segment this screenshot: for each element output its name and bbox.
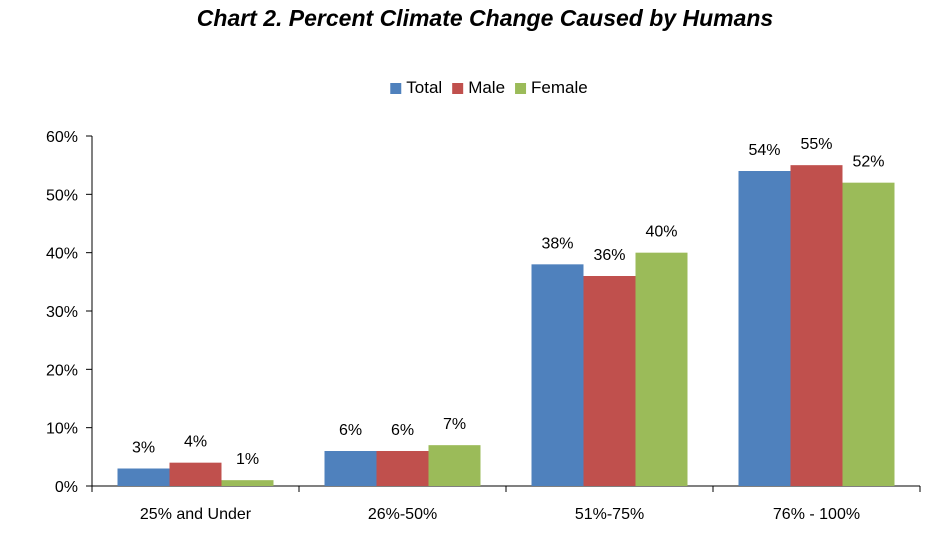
bars	[117, 165, 895, 486]
legend: Total Male Female	[390, 78, 588, 97]
bar-female	[842, 182, 895, 486]
y-tick-label: 20%	[46, 362, 78, 379]
data-label: 6%	[391, 422, 414, 439]
bar-female	[221, 480, 274, 486]
data-label: 6%	[339, 422, 362, 439]
legend-label: Female	[531, 78, 588, 97]
bar-total	[531, 264, 584, 486]
data-label: 40%	[645, 224, 677, 241]
y-tick-label: 30%	[46, 304, 78, 321]
y-tick-label: 50%	[46, 187, 78, 204]
bar-male	[169, 462, 222, 486]
bar-male	[583, 276, 636, 486]
x-tick-label: 51%-75%	[575, 506, 644, 523]
bar-total	[738, 171, 791, 486]
legend-label: Male	[468, 78, 505, 97]
y-tick-label: 10%	[46, 421, 78, 438]
legend-swatch	[515, 83, 527, 94]
x-tick-label: 26%-50%	[368, 506, 437, 523]
data-label: 4%	[184, 434, 207, 451]
x-tick-label: 76% - 100%	[773, 506, 860, 523]
data-label: 36%	[593, 247, 625, 264]
legend-swatch	[390, 83, 402, 94]
y-axis: 0% 10% 20% 30% 40% 50% 60%	[46, 129, 93, 496]
bar-total	[324, 451, 377, 486]
bar-total	[117, 468, 170, 486]
data-label: 38%	[541, 235, 573, 252]
legend-item-total: Total	[390, 78, 442, 97]
data-label: 52%	[852, 154, 884, 171]
data-label: 7%	[443, 416, 466, 433]
legend-swatch	[452, 83, 464, 94]
data-label: 1%	[236, 451, 259, 468]
legend-item-male: Male	[452, 78, 505, 97]
chart-title: Chart 2. Percent Climate Change Caused b…	[197, 5, 773, 31]
legend-item-female: Female	[515, 78, 588, 97]
data-label: 54%	[748, 142, 780, 159]
y-tick-label: 60%	[46, 129, 78, 146]
y-tick-label: 40%	[46, 246, 78, 263]
legend-label: Total	[406, 78, 442, 97]
x-tick-label: 25% and Under	[140, 506, 252, 523]
bar-female	[635, 252, 688, 486]
y-tick-label: 0%	[55, 479, 78, 496]
bar-male	[376, 451, 429, 486]
data-labels: 3% 4% 1% 6% 6% 7% 38% 36% 40% 54% 55% 52%	[132, 136, 885, 468]
x-axis: 25% and Under 26%-50% 51%-75% 76% - 100%	[91, 485, 921, 523]
data-label: 3%	[132, 440, 155, 457]
bar-female	[428, 445, 481, 486]
bar-male	[790, 165, 843, 486]
data-label: 55%	[800, 136, 832, 153]
